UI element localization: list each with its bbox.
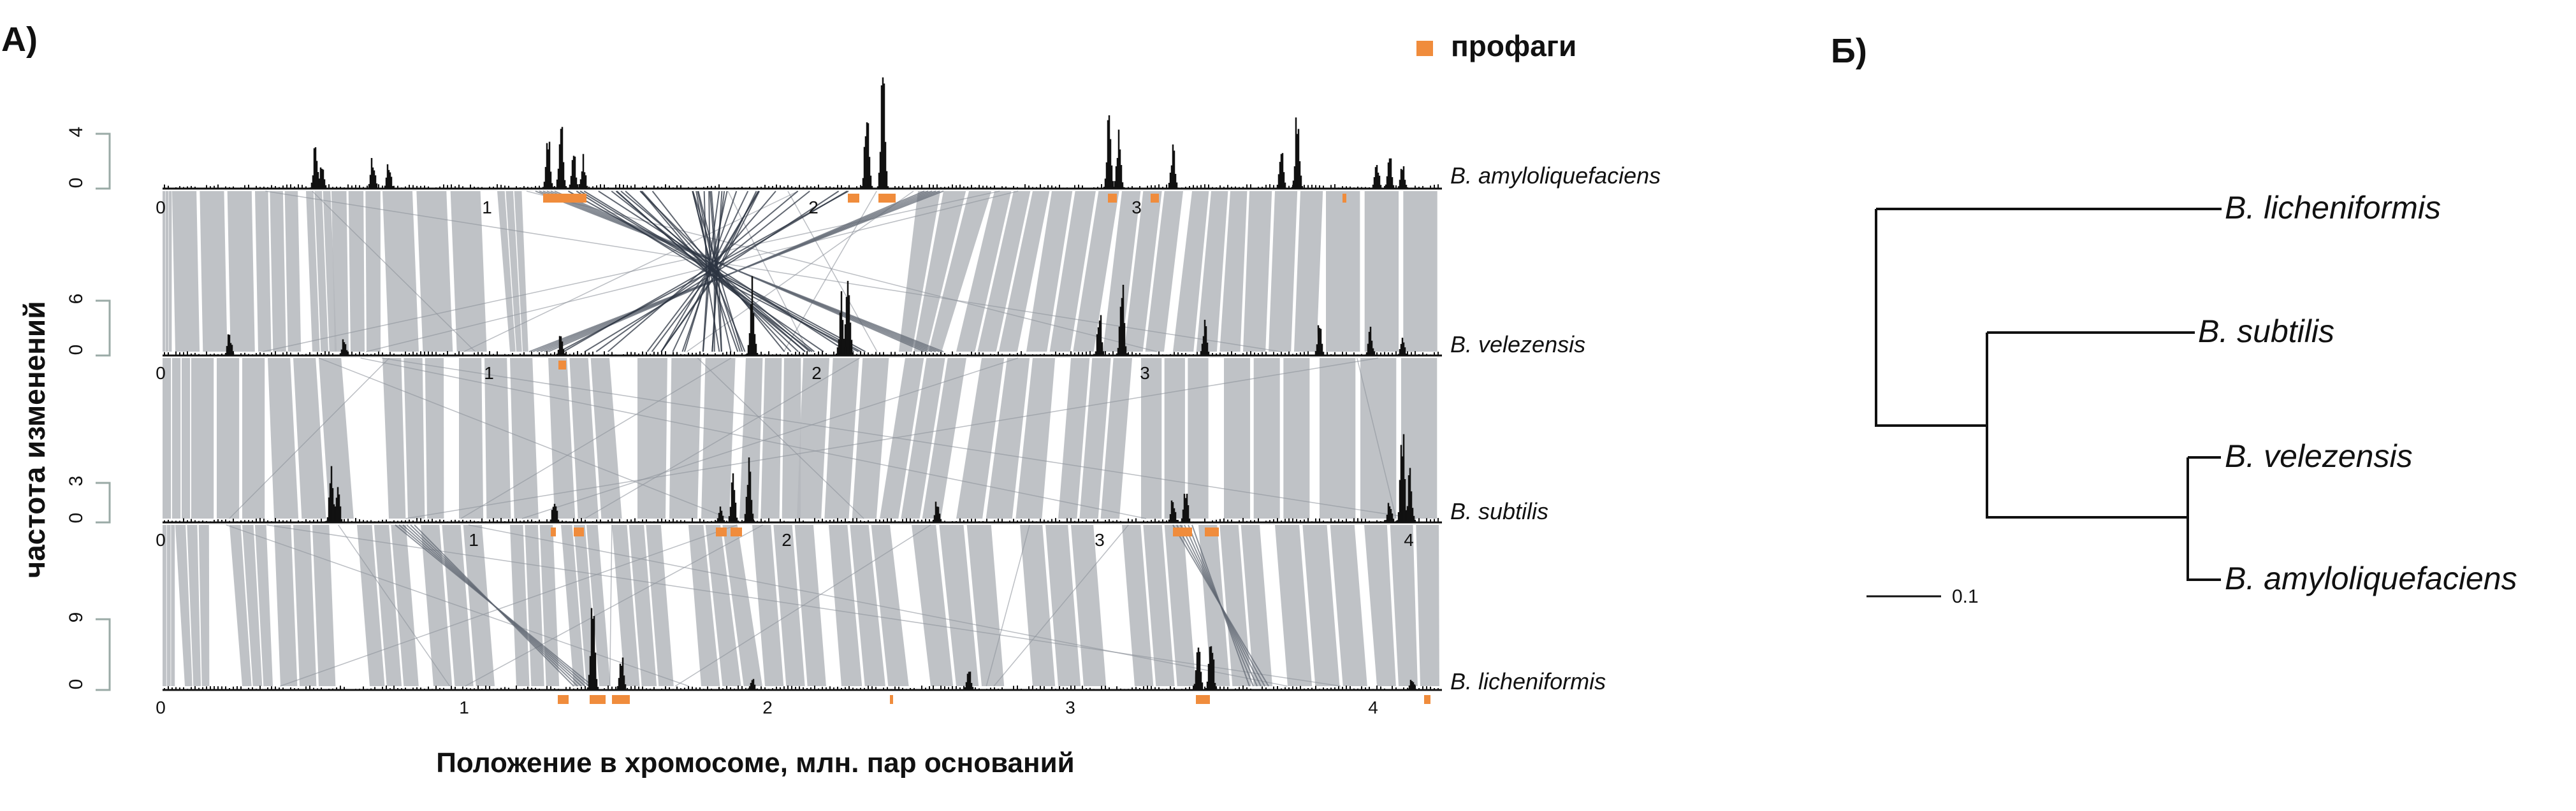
y-tick-max: 6 (66, 294, 87, 305)
tree-leaf-label: B. subtilis (2198, 313, 2334, 349)
y-tick-zero: 0 (66, 345, 87, 355)
x-tick: 4 (1368, 698, 1378, 717)
prophage-markers (558, 695, 1430, 704)
panel-b-label: Б) (1831, 32, 1867, 70)
change-histogram (164, 77, 1439, 189)
x-tick: 3 (1132, 197, 1142, 217)
x-tick: 0 (156, 698, 166, 717)
prophage-markers (551, 528, 1219, 536)
panel-a: A) профаги частота изменений Положение в… (1, 20, 1661, 779)
tree-branch (1986, 333, 2188, 519)
x-tick: 3 (1140, 363, 1150, 383)
phylogenetic-tree (1875, 208, 2222, 581)
x-tick: 4 (1404, 530, 1414, 550)
y-tick-zero: 0 (66, 679, 87, 690)
x-tick: 1 (459, 698, 469, 717)
prophage-markers (543, 194, 1346, 203)
x-axis-label: Положение в хромосоме, млн. пар основани… (436, 747, 1074, 779)
track-licheniformis: 9 0 B. licheniformis 0 1 2 3 4 (66, 608, 1606, 717)
y-axis-label: частота изменений (18, 301, 51, 578)
y-tick-max: 4 (66, 127, 87, 138)
prophage-legend-swatch (1416, 41, 1433, 56)
tree-leaf-label: B. velezensis (2225, 438, 2413, 474)
panel-a-label: A) (1, 20, 38, 59)
synteny-ribbons (163, 190, 1439, 687)
track-subtilis: 3 0 B. subtilis 0 1 2 3 4 (66, 434, 1548, 550)
y-tick-max: 9 (66, 612, 87, 623)
scale-bar-label: 0.1 (1952, 586, 1979, 607)
x-tick: 2 (762, 698, 773, 717)
y-range-bracket (96, 618, 111, 691)
y-tick-zero: 0 (66, 178, 87, 189)
prophage-legend-label: профаги (1451, 29, 1576, 62)
x-tick: 0 (156, 363, 166, 383)
x-tick: 3 (1095, 530, 1105, 550)
y-range-bracket (96, 133, 111, 190)
y-range-bracket (96, 482, 111, 524)
x-tick: 0 (156, 197, 166, 217)
species-label: B. velezensis (1450, 331, 1585, 357)
tree-branch (1875, 209, 1987, 427)
species-label: B. subtilis (1450, 498, 1548, 524)
tree-branch (2187, 457, 2221, 581)
x-tick: 1 (469, 530, 479, 550)
y-range-bracket (96, 299, 111, 357)
y-tick-zero: 0 (66, 513, 87, 524)
change-histogram (164, 276, 1439, 355)
x-tick: 3 (1065, 698, 1075, 717)
x-tick: 1 (484, 363, 494, 383)
x-tick: 1 (482, 197, 492, 217)
species-label: B. licheniformis (1450, 668, 1606, 694)
track-velezensis: 6 0 B. velezensis 0 1 2 3 (66, 276, 1585, 383)
tree-leaf-label: B. amyloliquefaciens (2225, 561, 2517, 596)
track-amyloliquefaciens: 4 0 B. amyloliquefaciens 0 1 2 3 (66, 77, 1661, 217)
species-label: B. amyloliquefaciens (1450, 162, 1661, 189)
x-tick: 2 (782, 530, 792, 550)
panel-b: Б) B. licheniformis B. subtilis B. velez… (1831, 32, 2517, 607)
y-tick-max: 3 (66, 476, 87, 487)
x-tick: 2 (811, 363, 822, 383)
x-tick: 2 (808, 197, 819, 217)
x-tick: 0 (156, 530, 166, 550)
tree-leaf-label: B. licheniformis (2225, 190, 2441, 226)
prophage-markers (558, 361, 566, 370)
